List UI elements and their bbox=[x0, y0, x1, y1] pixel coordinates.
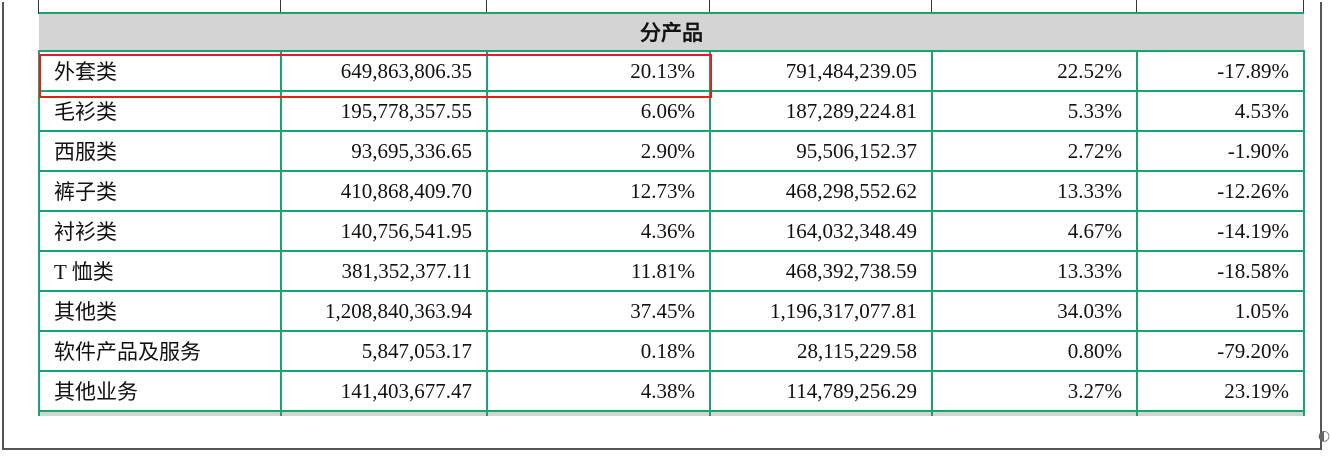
cell-c5: -79.20% bbox=[1136, 330, 1305, 372]
table-row: 衬衫类 140,756,541.95 4.36% 164,032,348.49 4.67… bbox=[38, 210, 1305, 252]
column-tick bbox=[1136, 0, 1137, 14]
row-label: 软件产品及服务 bbox=[38, 330, 282, 372]
footer-cell bbox=[709, 410, 933, 416]
section-header: 分产品 bbox=[39, 12, 1304, 52]
cell-c2: 20.13% bbox=[486, 50, 711, 92]
cell-c3: 164,032,348.49 bbox=[709, 210, 933, 252]
cell-c2: 0.18% bbox=[486, 330, 711, 372]
row-label: 其他业务 bbox=[38, 370, 282, 412]
cell-c3: 114,789,256.29 bbox=[709, 370, 933, 412]
cell-c1: 195,778,357.55 bbox=[280, 90, 488, 132]
section-header-row: 分产品 bbox=[39, 12, 1304, 52]
cell-c5: 4.53% bbox=[1136, 90, 1305, 132]
row-label: T 恤类 bbox=[38, 250, 282, 292]
resize-handle-icon[interactable]: ◐ bbox=[1318, 428, 1330, 444]
cell-c1: 141,403,677.47 bbox=[280, 370, 488, 412]
cell-c5: -17.89% bbox=[1136, 50, 1305, 92]
cell-c2: 2.90% bbox=[486, 130, 711, 172]
cell-c5: -14.19% bbox=[1136, 210, 1305, 252]
row-label: 毛衫类 bbox=[38, 90, 282, 132]
table-row: 外套类 649,863,806.35 20.13% 791,484,239.05 22.… bbox=[38, 50, 1305, 92]
cell-c2: 6.06% bbox=[486, 90, 711, 132]
cell-c1: 1,208,840,363.94 bbox=[280, 290, 488, 332]
cell-c4: 3.27% bbox=[931, 370, 1138, 412]
column-tick bbox=[1303, 0, 1304, 14]
cell-c3: 468,298,552.62 bbox=[709, 170, 933, 212]
row-label: 衬衫类 bbox=[38, 210, 282, 252]
column-tick bbox=[38, 0, 39, 14]
table-row: 毛衫类 195,778,357.55 6.06% 187,289,224.81 5.33… bbox=[38, 90, 1305, 132]
cell-c5: -18.58% bbox=[1136, 250, 1305, 292]
cell-c2: 37.45% bbox=[486, 290, 711, 332]
product-revenue-table: 分产品 外套类 649,863,806.35 20.13% 791,484,239.0… bbox=[38, 12, 1305, 416]
table-row: T 恤类 381,352,377.11 11.81% 468,392,738.59 13… bbox=[38, 250, 1305, 292]
cell-c4: 13.33% bbox=[931, 170, 1138, 212]
table-row: 其他业务 141,403,677.47 4.38% 114,789,256.29 3.2… bbox=[38, 370, 1305, 412]
cell-c1: 649,863,806.35 bbox=[280, 50, 488, 92]
column-tick bbox=[709, 0, 710, 14]
column-tick bbox=[931, 0, 932, 14]
cell-c5: 1.05% bbox=[1136, 290, 1305, 332]
footer-cell bbox=[931, 410, 1138, 416]
footer-cell bbox=[280, 410, 488, 416]
footer-cell bbox=[1136, 410, 1305, 416]
table-row: 软件产品及服务 5,847,053.17 0.18% 28,115,229.58 0.8… bbox=[38, 330, 1305, 372]
cell-c5: -1.90% bbox=[1136, 130, 1305, 172]
cell-c5: 23.19% bbox=[1136, 370, 1305, 412]
cell-c3: 187,289,224.81 bbox=[709, 90, 933, 132]
cell-c4: 13.33% bbox=[931, 250, 1138, 292]
footer-cell bbox=[38, 410, 282, 416]
row-label: 外套类 bbox=[38, 50, 282, 92]
cell-c4: 0.80% bbox=[931, 330, 1138, 372]
cell-c1: 381,352,377.11 bbox=[280, 250, 488, 292]
cell-c4: 5.33% bbox=[931, 90, 1138, 132]
cell-c2: 4.36% bbox=[486, 210, 711, 252]
cell-c2: 12.73% bbox=[486, 170, 711, 212]
table-footer-strip bbox=[38, 410, 1305, 416]
table-row: 其他类 1,208,840,363.94 37.45% 1,196,317,077.8… bbox=[38, 290, 1305, 332]
column-tick bbox=[486, 0, 487, 14]
cell-c3: 28,115,229.58 bbox=[709, 330, 933, 372]
cell-c4: 22.52% bbox=[931, 50, 1138, 92]
cell-c2: 11.81% bbox=[486, 250, 711, 292]
cell-c2: 4.38% bbox=[486, 370, 711, 412]
cell-c3: 468,392,738.59 bbox=[709, 250, 933, 292]
cell-c3: 791,484,239.05 bbox=[709, 50, 933, 92]
row-label: 裤子类 bbox=[38, 170, 282, 212]
cell-c5: -12.26% bbox=[1136, 170, 1305, 212]
cell-c1: 93,695,336.65 bbox=[280, 130, 488, 172]
table-row: 裤子类 410,868,409.70 12.73% 468,298,552.62 13.… bbox=[38, 170, 1305, 212]
cell-c3: 1,196,317,077.81 bbox=[709, 290, 933, 332]
cell-c4: 2.72% bbox=[931, 130, 1138, 172]
document-frame bbox=[2, 2, 1322, 450]
cell-c3: 95,506,152.37 bbox=[709, 130, 933, 172]
cell-c1: 140,756,541.95 bbox=[280, 210, 488, 252]
table-row: 西服类 93,695,336.65 2.90% 95,506,152.37 2.72% -… bbox=[38, 130, 1305, 172]
column-tick bbox=[280, 0, 281, 14]
row-label: 其他类 bbox=[38, 290, 282, 332]
row-label: 西服类 bbox=[38, 130, 282, 172]
cell-c1: 410,868,409.70 bbox=[280, 170, 488, 212]
footer-cell bbox=[486, 410, 711, 416]
cell-c4: 34.03% bbox=[931, 290, 1138, 332]
cell-c4: 4.67% bbox=[931, 210, 1138, 252]
cell-c1: 5,847,053.17 bbox=[280, 330, 488, 372]
